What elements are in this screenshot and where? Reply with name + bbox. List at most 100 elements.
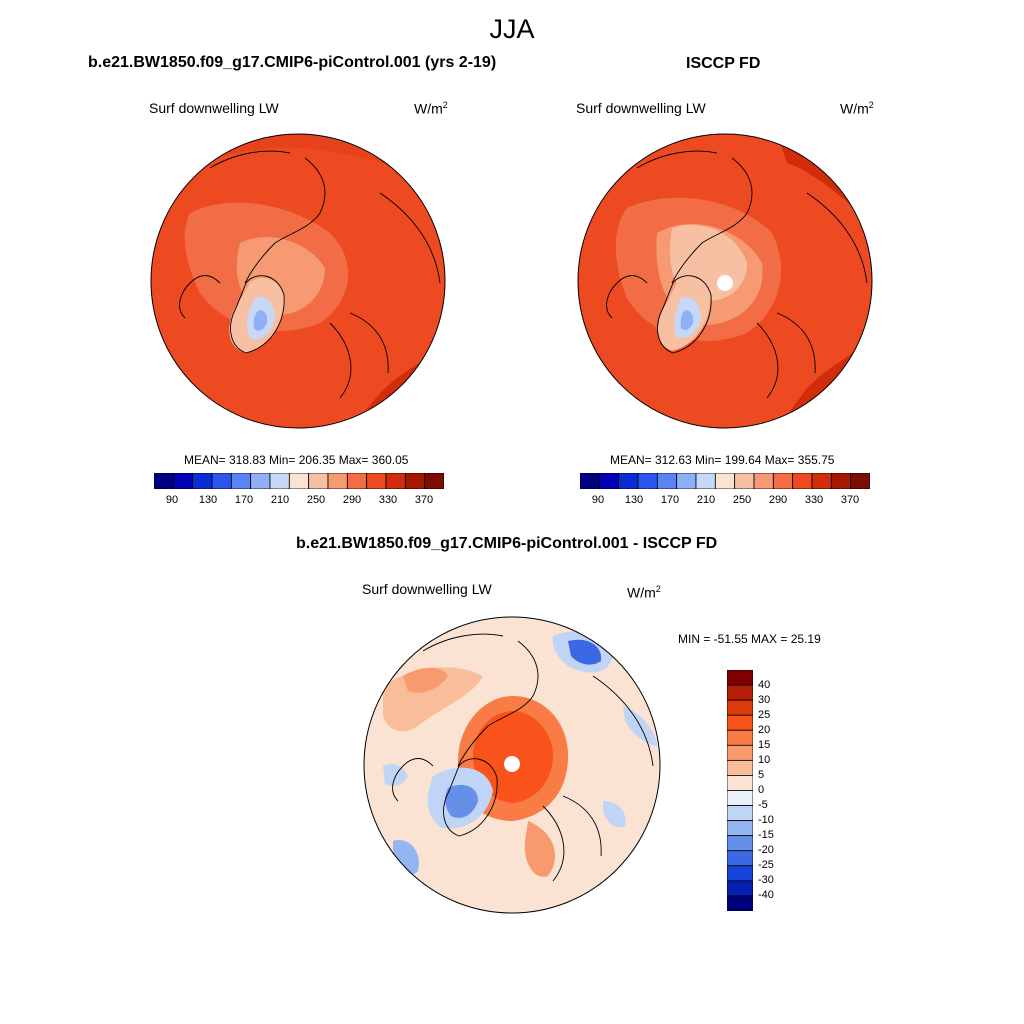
colorbar-swatch xyxy=(727,880,753,897)
colorbar-swatch xyxy=(327,473,348,489)
panel1-stats: MEAN= 318.83 Min= 206.35 Max= 360.05 xyxy=(184,453,409,467)
colorbar-swatch xyxy=(288,473,310,489)
colorbar-swatch xyxy=(366,473,387,489)
colorbar-swatch xyxy=(269,473,290,489)
cbar2-tick: 130 xyxy=(624,494,644,506)
cbar3-tick: -15 xyxy=(758,829,774,841)
panel1-variable: Surf downwelling LW xyxy=(149,100,279,116)
colorbar-swatch xyxy=(308,473,329,489)
panel3-colorbar xyxy=(727,670,753,911)
cbar3-tick: -5 xyxy=(758,799,768,811)
panel3-colorbar-labels: 40 30 25 20 15 10 5 0 -5 -10 -15 -20 -25… xyxy=(758,670,808,911)
colorbar-swatch xyxy=(385,473,406,489)
colorbar-swatch xyxy=(727,714,753,731)
colorbar-swatch xyxy=(172,473,194,489)
panel1-coastlines xyxy=(179,150,441,399)
cbar1-tick: 210 xyxy=(270,494,290,506)
cbar3-tick: -25 xyxy=(758,859,774,871)
colorbar-swatch xyxy=(727,759,753,776)
colorbar-swatch xyxy=(714,473,736,489)
cbar3-tick: 5 xyxy=(758,769,765,781)
colorbar-swatch xyxy=(734,473,755,489)
colorbar-swatch xyxy=(727,744,753,761)
panel3-pole-hole xyxy=(504,756,520,772)
cbar1-tick: 250 xyxy=(306,494,326,506)
cbar2-tick: 330 xyxy=(804,494,824,506)
colorbar-swatch xyxy=(753,473,774,489)
cbar3-tick: 30 xyxy=(758,694,771,706)
cbar3-tick: -30 xyxy=(758,874,774,886)
cbar2-tick: 170 xyxy=(660,494,680,506)
cbar2-tick: 290 xyxy=(768,494,788,506)
colorbar-swatch xyxy=(727,805,753,822)
panel1-colorbar-labels: 90 130 170 210 250 290 330 370 xyxy=(154,494,444,508)
colorbar-swatch xyxy=(727,820,753,837)
cbar2-tick: 210 xyxy=(696,494,716,506)
cbar3-tick: 15 xyxy=(758,739,771,751)
cbar2-tick: 250 xyxy=(732,494,752,506)
colorbar-swatch xyxy=(727,850,753,867)
panel3-polar-map xyxy=(363,616,661,914)
cbar2-tick: 370 xyxy=(840,494,860,506)
cbar3-tick: 20 xyxy=(758,724,771,736)
season-title: JJA xyxy=(489,14,535,44)
cbar3-tick: 10 xyxy=(758,754,771,766)
colorbar-swatch xyxy=(250,473,271,489)
panel1-units: W/m2 xyxy=(414,100,448,117)
panel2-title: ISCCP FD xyxy=(686,55,761,72)
colorbar-swatch xyxy=(727,895,753,911)
cbar3-tick: 40 xyxy=(758,679,771,691)
cbar3-tick: -40 xyxy=(758,889,774,901)
colorbar-swatch xyxy=(850,473,870,489)
colorbar-swatch xyxy=(727,684,753,701)
colorbar-swatch xyxy=(230,473,252,489)
panel1-colorbar xyxy=(154,473,444,489)
panel1-polar-map xyxy=(150,133,446,429)
panel3-minmax: MIN = -51.55 MAX = 25.19 xyxy=(678,632,821,646)
colorbar-swatch xyxy=(727,775,753,791)
cbar2-tick: 90 xyxy=(591,494,605,506)
colorbar-swatch xyxy=(404,473,426,489)
cbar3-tick: 25 xyxy=(758,709,771,721)
cbar1-tick: 90 xyxy=(165,494,179,506)
panel2-coastlines xyxy=(606,150,868,399)
colorbar-swatch xyxy=(811,473,832,489)
panel3-title: b.e21.BW1850.f09_g17.CMIP6-piControl.001… xyxy=(296,535,718,552)
panel1-title: b.e21.BW1850.f09_g17.CMIP6-piControl.001… xyxy=(88,54,497,71)
colorbar-swatch xyxy=(727,699,753,716)
panel2-polar-map xyxy=(577,133,873,429)
colorbar-swatch xyxy=(727,670,753,686)
colorbar-swatch xyxy=(618,473,639,489)
panel3-coastlines xyxy=(392,633,654,882)
cbar1-tick: 330 xyxy=(378,494,398,506)
colorbar-swatch xyxy=(772,473,794,489)
cbar1-tick: 130 xyxy=(198,494,218,506)
panel2-colorbar xyxy=(580,473,870,489)
cbar3-tick: 0 xyxy=(758,784,765,796)
colorbar-swatch xyxy=(727,729,753,746)
panel2-pole-hole xyxy=(717,275,733,291)
colorbar-swatch xyxy=(637,473,658,489)
cbar1-tick: 290 xyxy=(342,494,362,506)
panel2-units: W/m2 xyxy=(840,100,874,117)
cbar3-tick: -10 xyxy=(758,814,774,826)
colorbar-swatch xyxy=(676,473,697,489)
colorbar-swatch xyxy=(727,790,753,806)
colorbar-swatch xyxy=(192,473,213,489)
panel2-colorbar-labels: 90 130 170 210 250 290 330 370 xyxy=(580,494,870,508)
colorbar-swatch xyxy=(211,473,232,489)
colorbar-swatch xyxy=(346,473,368,489)
panel2-variable: Surf downwelling LW xyxy=(576,100,706,116)
colorbar-swatch xyxy=(580,473,600,489)
colorbar-swatch xyxy=(154,473,174,489)
panel3-variable: Surf downwelling LW xyxy=(362,581,492,597)
panel2-stats: MEAN= 312.63 Min= 199.64 Max= 355.75 xyxy=(610,453,835,467)
colorbar-swatch xyxy=(598,473,620,489)
panel3-units: W/m2 xyxy=(627,584,661,601)
colorbar-swatch xyxy=(830,473,852,489)
colorbar-swatch xyxy=(656,473,678,489)
colorbar-swatch xyxy=(424,473,444,489)
cbar3-tick: -20 xyxy=(758,844,774,856)
colorbar-swatch xyxy=(695,473,716,489)
cbar1-tick: 170 xyxy=(234,494,254,506)
